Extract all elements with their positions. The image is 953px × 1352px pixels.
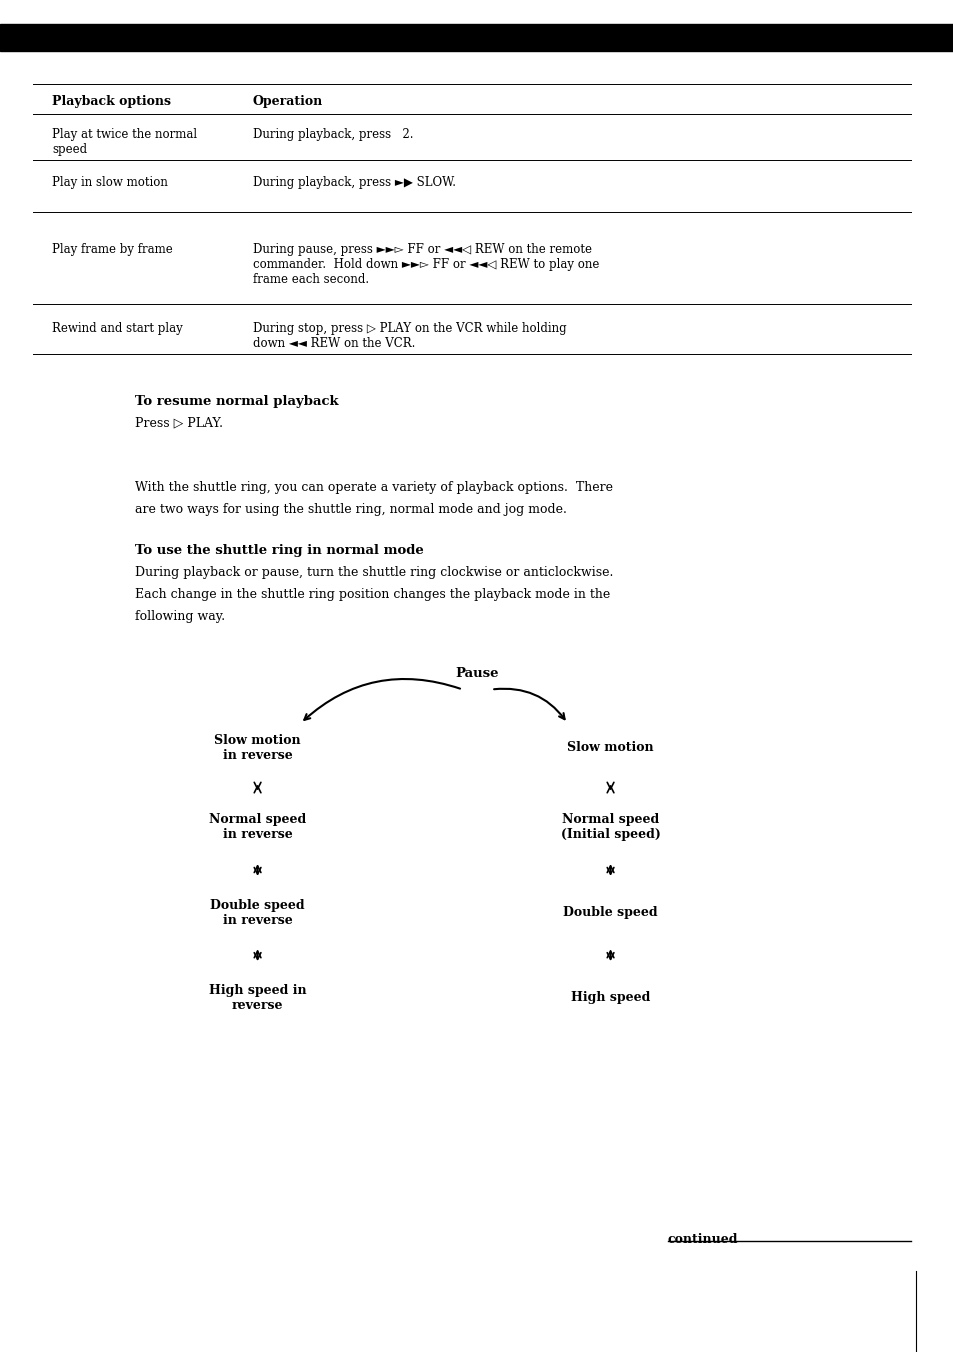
Text: Each change in the shuttle ring position changes the playback mode in the: Each change in the shuttle ring position… <box>135 588 610 602</box>
Text: Play at twice the normal
speed: Play at twice the normal speed <box>52 128 197 157</box>
Text: During playback or pause, turn the shuttle ring clockwise or anticlockwise.: During playback or pause, turn the shutt… <box>135 566 613 580</box>
Text: Play frame by frame: Play frame by frame <box>52 243 173 257</box>
Text: To use the shuttle ring in normal mode: To use the shuttle ring in normal mode <box>135 544 424 557</box>
Text: Play in slow motion: Play in slow motion <box>52 176 168 189</box>
Text: are two ways for using the shuttle ring, normal mode and jog mode.: are two ways for using the shuttle ring,… <box>135 503 567 516</box>
Text: During playback, press   2.: During playback, press 2. <box>253 128 413 142</box>
Text: continued: continued <box>667 1233 738 1247</box>
Text: Slow motion
in reverse: Slow motion in reverse <box>214 734 300 761</box>
Text: High speed in
reverse: High speed in reverse <box>209 984 306 1011</box>
Text: With the shuttle ring, you can operate a variety of playback options.  There: With the shuttle ring, you can operate a… <box>135 481 613 495</box>
Text: High speed: High speed <box>570 991 650 1005</box>
Text: Normal speed
in reverse: Normal speed in reverse <box>209 814 306 841</box>
Text: Double speed: Double speed <box>562 906 658 919</box>
Text: Normal speed
(Initial speed): Normal speed (Initial speed) <box>560 814 659 841</box>
Text: During pause, press ►►▻ FF or ◄◄◁ REW on the remote
commander.  Hold down ►►▻ FF: During pause, press ►►▻ FF or ◄◄◁ REW on… <box>253 243 598 287</box>
Text: following way.: following way. <box>135 610 225 623</box>
Text: Playback options: Playback options <box>52 95 172 108</box>
Text: Pause: Pause <box>455 667 498 680</box>
Text: Operation: Operation <box>253 95 323 108</box>
Text: Double speed
in reverse: Double speed in reverse <box>210 899 305 926</box>
Text: Slow motion: Slow motion <box>567 741 653 754</box>
Text: Press ▷ PLAY.: Press ▷ PLAY. <box>135 416 223 430</box>
Text: Rewind and start play: Rewind and start play <box>52 322 183 335</box>
Text: During stop, press ▷ PLAY on the VCR while holding
down ◄◄ REW on the VCR.: During stop, press ▷ PLAY on the VCR whi… <box>253 322 566 350</box>
Text: During playback, press ►▶ SLOW.: During playback, press ►▶ SLOW. <box>253 176 456 189</box>
Text: To resume normal playback: To resume normal playback <box>135 395 338 408</box>
Bar <box>0 24 953 51</box>
